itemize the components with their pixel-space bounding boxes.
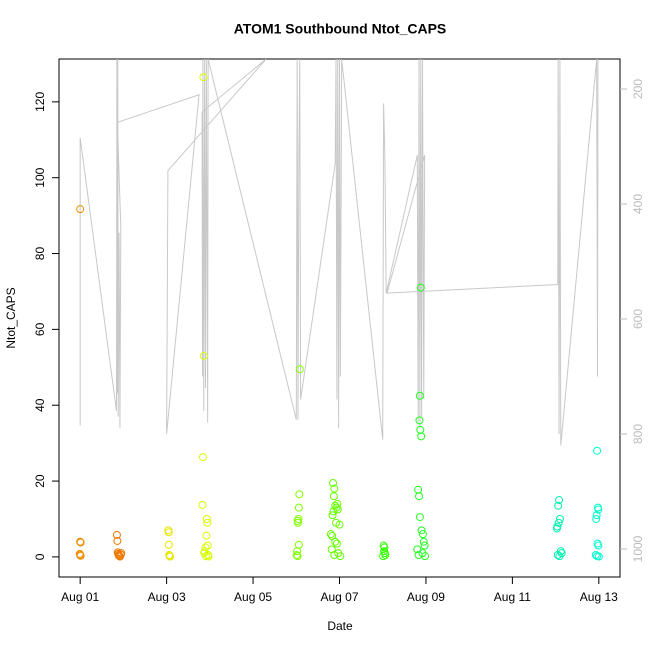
data-point <box>329 507 338 516</box>
y2-tick-label: 800 <box>631 424 645 444</box>
data-point <box>593 446 602 455</box>
data-point <box>202 531 211 540</box>
data-point <box>164 540 173 549</box>
data-point <box>417 432 426 441</box>
y-tick-label: 0 <box>33 553 47 560</box>
data-point <box>295 365 304 374</box>
data-point <box>380 543 389 552</box>
x-tick-label: Aug 03 <box>148 590 186 604</box>
data-point <box>592 514 601 523</box>
data-point <box>335 520 344 529</box>
data-point <box>413 545 422 554</box>
data-point <box>76 538 85 547</box>
data-point <box>294 503 303 512</box>
data-point <box>117 549 126 558</box>
data-point <box>552 524 561 533</box>
data-point <box>592 511 601 520</box>
data-point <box>113 536 122 545</box>
data-point <box>329 492 338 501</box>
y2-tick-label: 400 <box>631 194 645 214</box>
y-tick-label: 100 <box>33 167 47 187</box>
y2-tick-label: 1000 <box>631 535 645 562</box>
data-point <box>555 552 564 561</box>
data-point <box>416 283 425 292</box>
y2-tick-label: 200 <box>631 79 645 99</box>
data-point <box>331 537 340 546</box>
data-point <box>329 478 338 487</box>
data-point <box>554 518 563 527</box>
x-tick-label: Aug 05 <box>234 590 272 604</box>
x-axis-label: Date <box>327 619 353 633</box>
y-tick-label: 120 <box>33 92 47 112</box>
data-point <box>594 541 603 550</box>
data-point <box>201 543 210 552</box>
data-point <box>554 501 563 510</box>
data-point <box>292 551 301 560</box>
x-tick-label: Aug 09 <box>407 590 445 604</box>
data-point <box>166 552 175 561</box>
data-point <box>204 552 213 561</box>
data-point <box>420 541 429 550</box>
data-point <box>326 530 335 539</box>
y-tick-label: 40 <box>33 398 47 412</box>
data-point <box>421 552 430 561</box>
data-point <box>330 484 339 493</box>
data-point <box>294 518 303 527</box>
data-point <box>75 549 84 558</box>
chart-title: ATOM1 Southbound Ntot_CAPS <box>234 21 447 37</box>
data-point <box>115 551 124 560</box>
data-point <box>203 518 212 527</box>
x-tick-label: Aug 13 <box>580 590 618 604</box>
data-point <box>199 73 208 82</box>
data-point <box>164 528 173 537</box>
data-point <box>417 526 426 535</box>
data-point <box>555 496 564 505</box>
data-point <box>415 391 424 400</box>
data-point <box>295 490 304 499</box>
data-point <box>415 416 424 425</box>
y-tick-label: 60 <box>33 322 47 336</box>
data-point <box>379 552 388 561</box>
data-point <box>293 552 302 561</box>
data-point <box>415 513 424 522</box>
y2-tick-label: 600 <box>631 309 645 329</box>
data-point <box>112 530 121 539</box>
data-point <box>202 514 211 523</box>
y-tick-label: 80 <box>33 247 47 261</box>
data-point <box>328 511 337 520</box>
data-point <box>418 530 427 539</box>
data-point <box>419 537 428 546</box>
data-point <box>293 547 302 556</box>
data-point <box>333 499 342 508</box>
data-point <box>198 453 207 462</box>
x-tick-label: Aug 07 <box>320 590 358 604</box>
data-point <box>553 551 562 560</box>
data-point <box>415 492 424 501</box>
data-point <box>336 552 345 561</box>
data-point <box>198 500 207 509</box>
pressure-line <box>79 58 599 446</box>
data-point <box>294 540 303 549</box>
data-point <box>332 539 341 548</box>
data-point <box>76 205 85 214</box>
data-point <box>330 551 339 560</box>
data-point <box>333 505 342 514</box>
data-point <box>555 514 564 523</box>
x-tick-label: Aug 01 <box>61 590 99 604</box>
y-tick-label: 20 <box>33 474 47 488</box>
data-point <box>199 351 208 360</box>
x-tick-label: Aug 11 <box>494 590 531 604</box>
data-point <box>594 552 603 561</box>
data-point <box>201 552 210 561</box>
data-point <box>594 505 603 514</box>
y-axis-label: Ntot_CAPS <box>4 287 18 348</box>
data-point <box>414 485 423 494</box>
